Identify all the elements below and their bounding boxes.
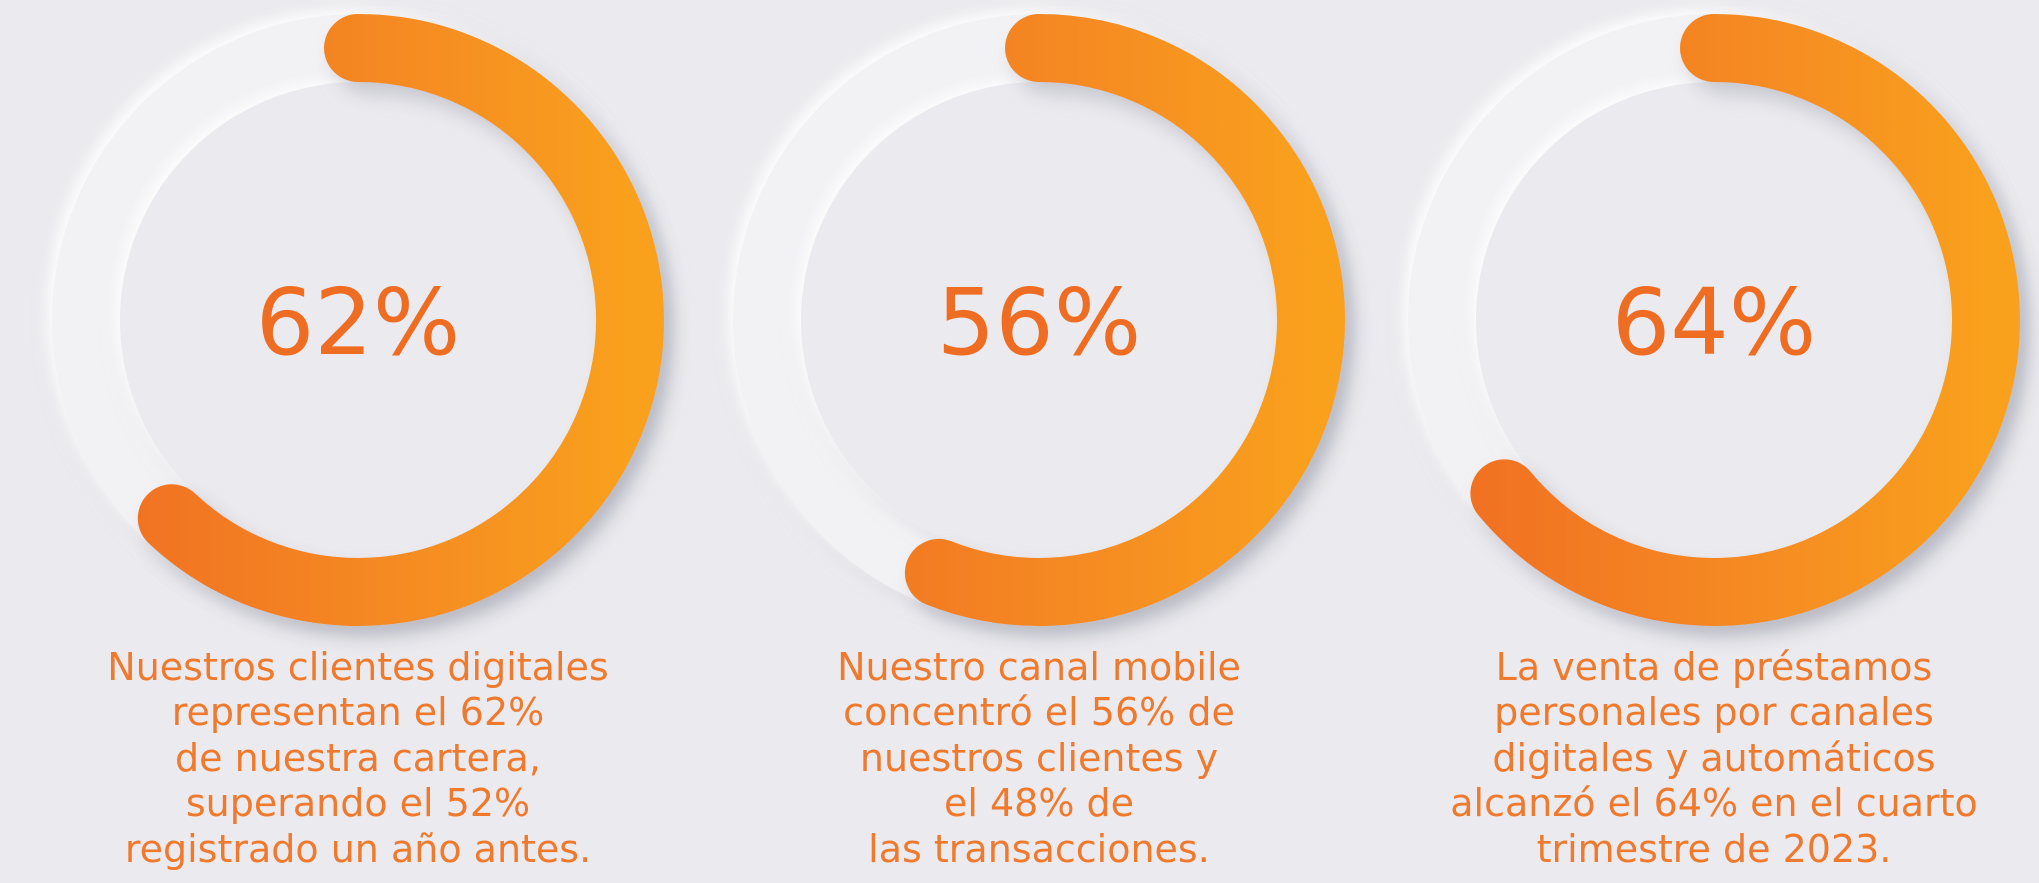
caption-line: concentró el 56% de bbox=[843, 690, 1235, 734]
inner-disc bbox=[801, 82, 1277, 558]
caption-line: nuestros clientes y bbox=[860, 736, 1218, 780]
caption-line: trimestre de 2023. bbox=[1537, 827, 1892, 871]
caption-line: Nuestro canal mobile bbox=[837, 645, 1241, 689]
caption-line: de nuestra cartera, bbox=[175, 736, 541, 780]
progress-arc bbox=[904, 14, 1345, 626]
inner-disc bbox=[120, 82, 596, 558]
caption-line: representan el 62% bbox=[172, 690, 545, 734]
caption-line: personales por canales bbox=[1494, 690, 1934, 734]
progress-arc bbox=[137, 14, 664, 626]
inner-disc bbox=[1476, 82, 1952, 558]
caption-line: registrado un año antes. bbox=[125, 827, 591, 871]
caption-line: La venta de préstamos bbox=[1496, 645, 1933, 689]
progress-arc bbox=[1470, 14, 2020, 626]
percentage-label: 62% bbox=[256, 269, 460, 376]
caption-line: superando el 52% bbox=[186, 781, 530, 825]
caption-line: alcanzó el 64% en el cuarto bbox=[1450, 781, 1978, 825]
percentage-label: 64% bbox=[1612, 269, 1816, 376]
caption-line: las transacciones. bbox=[868, 827, 1210, 871]
caption-line: digitales y automáticos bbox=[1492, 736, 1935, 780]
caption-line: Nuestros clientes digitales bbox=[107, 645, 608, 689]
caption-line: el 48% de bbox=[944, 781, 1134, 825]
percentage-label: 56% bbox=[937, 269, 1141, 376]
